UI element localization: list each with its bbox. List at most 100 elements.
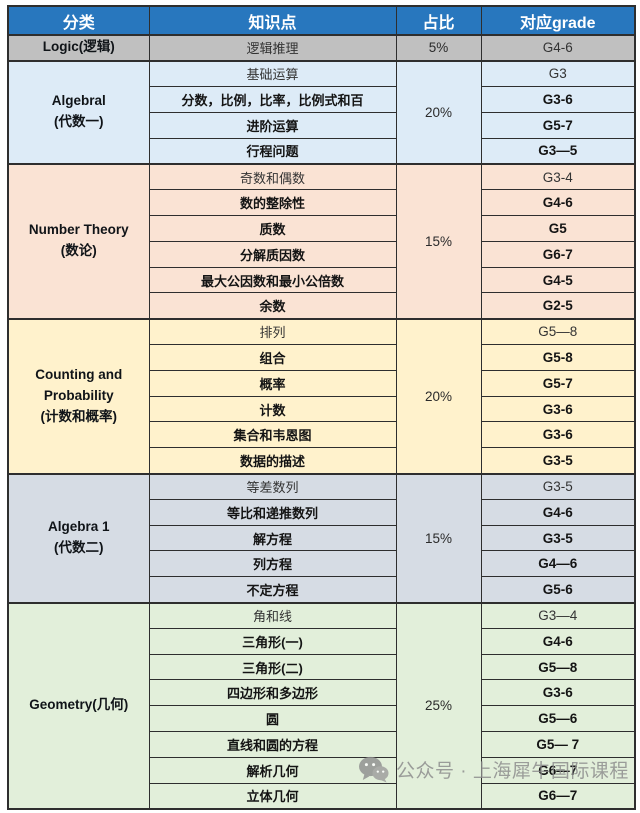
grade-cell: G3—4 bbox=[480, 601, 636, 629]
grade-cell: G6—7 bbox=[480, 756, 636, 784]
topic-cell: 三角形(二) bbox=[148, 653, 397, 681]
topic-cell: 不定方程 bbox=[148, 576, 397, 604]
category-line: (代数二) bbox=[54, 540, 104, 556]
grade-cell: G5-6 bbox=[480, 576, 636, 604]
table-row: 解方程 G3-5 bbox=[8, 524, 636, 552]
topic-cell: 直线和圆的方程 bbox=[148, 731, 397, 758]
table-row: 余数 G2-5 bbox=[8, 292, 636, 320]
topic-cell: 逻辑推理 bbox=[148, 34, 397, 62]
topic-cell: 行程问题 bbox=[148, 137, 397, 165]
grade-cell: G4-6 bbox=[480, 189, 636, 217]
category-cell: Algebra 1 (代数二) bbox=[7, 472, 150, 604]
table-row: Number Theory (数论) 奇数和偶数 15% G3-4 bbox=[7, 162, 636, 320]
grade-cell: G5—6 bbox=[480, 705, 636, 733]
category-line: (代数一) bbox=[54, 114, 104, 130]
grade-cell: G4-5 bbox=[480, 266, 636, 294]
table-row: Geometry(几何) 角和线 25% G3—4 bbox=[7, 601, 636, 810]
grade-cell: G5-7 bbox=[480, 111, 636, 139]
grade-cell: G5—8 bbox=[480, 653, 636, 681]
category-cell: Logic(逻辑) bbox=[7, 34, 150, 62]
category-line: (数论) bbox=[60, 243, 97, 259]
grade-cell: G4-6 bbox=[480, 498, 636, 526]
topic-cell: 等差数列 bbox=[148, 472, 397, 500]
category-line: Logic(逻辑) bbox=[42, 39, 115, 55]
table-body: Logic(逻辑) 逻辑推理 5% G4-6 Algebral (代数一) 基础运算 20% G… bbox=[7, 34, 636, 810]
topic-cell: 四边形和多边形 bbox=[148, 679, 397, 707]
category-line: Algebral bbox=[51, 93, 106, 109]
grade-cell: G6—7 bbox=[480, 782, 636, 810]
topic-cell: 解析几何 bbox=[148, 756, 397, 784]
table-header: 分类 知识点 占比 对应grade bbox=[7, 5, 636, 36]
category-line: Algebra 1 bbox=[47, 519, 110, 535]
topic-cell: 立体几何 bbox=[148, 782, 397, 810]
header-percentage: 占比 bbox=[395, 5, 482, 36]
topic-cell: 余数 bbox=[148, 292, 397, 320]
grade-cell: G3—5 bbox=[480, 137, 636, 165]
grade-cell: G5-8 bbox=[480, 344, 636, 371]
topic-cell: 质数 bbox=[148, 215, 397, 242]
grade-cell: G3-6 bbox=[480, 86, 636, 113]
grade-cell: G3-6 bbox=[480, 679, 636, 707]
grade-cell: G5— 7 bbox=[480, 731, 636, 758]
grade-cell: G5—8 bbox=[480, 317, 636, 346]
table-row: 分解质因数 G6-7 bbox=[8, 240, 636, 268]
knowledge-points-table: 分类 知识点 占比 对应grade Logic(逻辑) 逻辑推理 5% G4-6 Alg… bbox=[7, 5, 636, 810]
topic-cell: 最大公因数和最小公倍数 bbox=[148, 266, 397, 294]
category-cell: Counting and Probability (计数和概率) bbox=[7, 317, 150, 475]
category-cell: Number Theory (数论) bbox=[7, 162, 150, 320]
category-line: Number Theory bbox=[28, 222, 129, 238]
percent-cell: 15% bbox=[395, 162, 482, 320]
header-row: 分类 知识点 占比 对应grade bbox=[7, 5, 636, 36]
topic-cell: 数的整除性 bbox=[148, 189, 397, 217]
table-row: Logic(逻辑) 逻辑推理 5% G4-6 bbox=[7, 34, 636, 62]
percent-cell: 20% bbox=[395, 59, 482, 165]
category-cell: Geometry(几何) bbox=[7, 601, 150, 810]
topic-cell: 圆 bbox=[148, 705, 397, 733]
table-row: 概率 G5-7 bbox=[8, 369, 636, 397]
topic-cell: 分数，比例，比率，比例式和百 bbox=[148, 86, 397, 113]
table-row: Algebral (代数一) 基础运算 20% G3 bbox=[7, 59, 636, 165]
header-category: 分类 bbox=[7, 5, 150, 36]
topic-cell: 列方程 bbox=[148, 550, 397, 578]
grade-cell: G3-5 bbox=[480, 472, 636, 500]
grade-cell: G4-6 bbox=[480, 627, 636, 655]
header-grade: 对应grade bbox=[480, 5, 636, 36]
grade-cell: G5-7 bbox=[480, 369, 636, 397]
grade-cell: G3-5 bbox=[480, 524, 636, 552]
topic-cell: 计数 bbox=[148, 395, 397, 423]
grade-cell: G4—6 bbox=[480, 550, 636, 578]
topic-cell: 集合和韦恩图 bbox=[148, 421, 397, 449]
topic-cell: 基础运算 bbox=[148, 59, 397, 88]
topic-cell: 组合 bbox=[148, 344, 397, 371]
table-row: Algebra 1 (代数二) 等差数列 15% G3-5 bbox=[7, 472, 636, 604]
category-line: Probability bbox=[43, 387, 114, 403]
table-row: 分数，比例，比率，比例式和百 G3-6 bbox=[8, 86, 636, 113]
topic-cell: 排列 bbox=[148, 317, 397, 346]
grade-cell: G3-6 bbox=[480, 421, 636, 449]
topic-cell: 概率 bbox=[148, 369, 397, 397]
topic-cell: 解方程 bbox=[148, 524, 397, 552]
topic-cell: 三角形(一) bbox=[148, 627, 397, 655]
table-row: 圆 G5—6 bbox=[8, 705, 636, 733]
grade-cell: G3 bbox=[480, 59, 636, 88]
category-line: (计数和概率) bbox=[40, 408, 118, 424]
percent-cell: 15% bbox=[395, 472, 482, 604]
category-line: Counting and bbox=[35, 366, 123, 382]
topic-cell: 分解质因数 bbox=[148, 240, 397, 268]
percent-cell: 20% bbox=[395, 317, 482, 475]
header-knowledge-point: 知识点 bbox=[148, 5, 397, 36]
topic-cell: 数据的描述 bbox=[148, 447, 397, 475]
category-cell: Algebral (代数一) bbox=[7, 59, 150, 165]
topic-cell: 角和线 bbox=[148, 601, 397, 629]
grade-cell: G5 bbox=[480, 215, 636, 242]
topic-cell: 进阶运算 bbox=[148, 111, 397, 139]
grade-cell: G3-5 bbox=[480, 447, 636, 475]
grade-cell: G2-5 bbox=[480, 292, 636, 320]
grade-cell: G3-4 bbox=[480, 162, 636, 191]
topic-cell: 等比和递推数列 bbox=[148, 498, 397, 526]
percent-cell: 25% bbox=[395, 601, 482, 810]
topic-cell: 奇数和偶数 bbox=[148, 162, 397, 191]
grade-cell: G4-6 bbox=[480, 34, 636, 62]
percent-cell: 5% bbox=[395, 34, 482, 62]
